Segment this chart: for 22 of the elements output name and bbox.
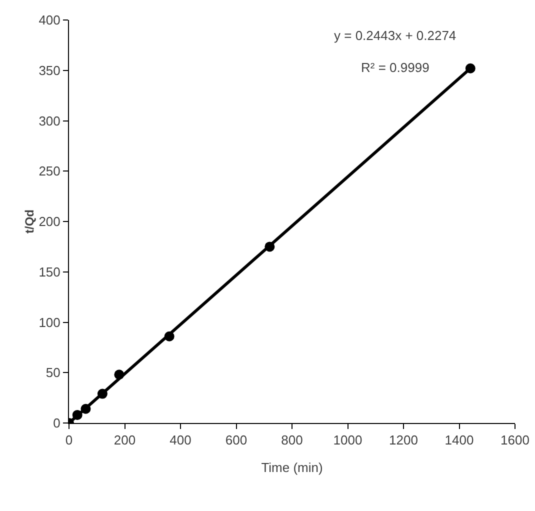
x-tick-label: 600: [225, 432, 248, 448]
x-tick-label: 800: [281, 432, 303, 448]
y-tick-label: 150: [38, 264, 60, 280]
y-tick-label: 300: [38, 113, 60, 128]
x-tick-label: 1000: [333, 432, 362, 448]
x-tick-label: 1600: [500, 432, 530, 448]
y-tick-label: 200: [38, 214, 60, 230]
y-tick-label: 250: [38, 164, 60, 179]
annotation: R² = 0.9999: [361, 60, 430, 75]
x-tick-label: 200: [114, 432, 136, 448]
x-tick-label: 0: [65, 432, 73, 448]
y-tick-label: 400: [38, 12, 60, 28]
x-tick-label: 1400: [444, 432, 474, 448]
y-tick-label: 0: [53, 416, 60, 431]
x-axis-title: Time (min): [261, 460, 323, 475]
y-tick-label: 100: [38, 314, 60, 330]
y-tick-label: 50: [46, 365, 60, 380]
y-tick-label: 350: [38, 62, 60, 78]
x-tick-label: 400: [170, 432, 192, 448]
y-axis-title: t/Qd: [22, 210, 37, 234]
annotation: y = 0.2443x + 0.2274: [334, 28, 456, 43]
x-tick-label: 1200: [389, 432, 418, 448]
